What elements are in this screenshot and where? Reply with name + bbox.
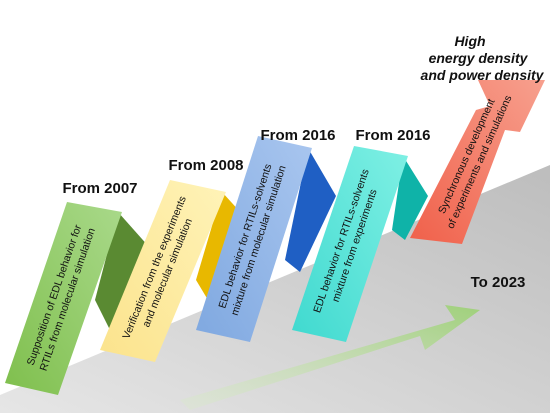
stage-label: From 2007: [62, 180, 137, 197]
goal-text: energy density: [429, 50, 529, 66]
fold: [95, 212, 150, 330]
time-arrow: [180, 305, 480, 410]
final-arrow: [410, 80, 545, 244]
fold: [196, 192, 242, 300]
end-label: To 2023: [471, 274, 526, 291]
fold: [285, 148, 336, 272]
ribbon: [292, 146, 408, 342]
stage-label: From 2016: [260, 127, 335, 144]
ribbon: [196, 136, 312, 342]
goal-text: High: [454, 33, 485, 49]
ribbon: [100, 180, 226, 362]
goal-text: and power density: [421, 67, 545, 83]
ribbon: [5, 202, 122, 395]
stage-label: From 2016: [355, 127, 430, 144]
stage-label: From 2008: [168, 157, 243, 174]
